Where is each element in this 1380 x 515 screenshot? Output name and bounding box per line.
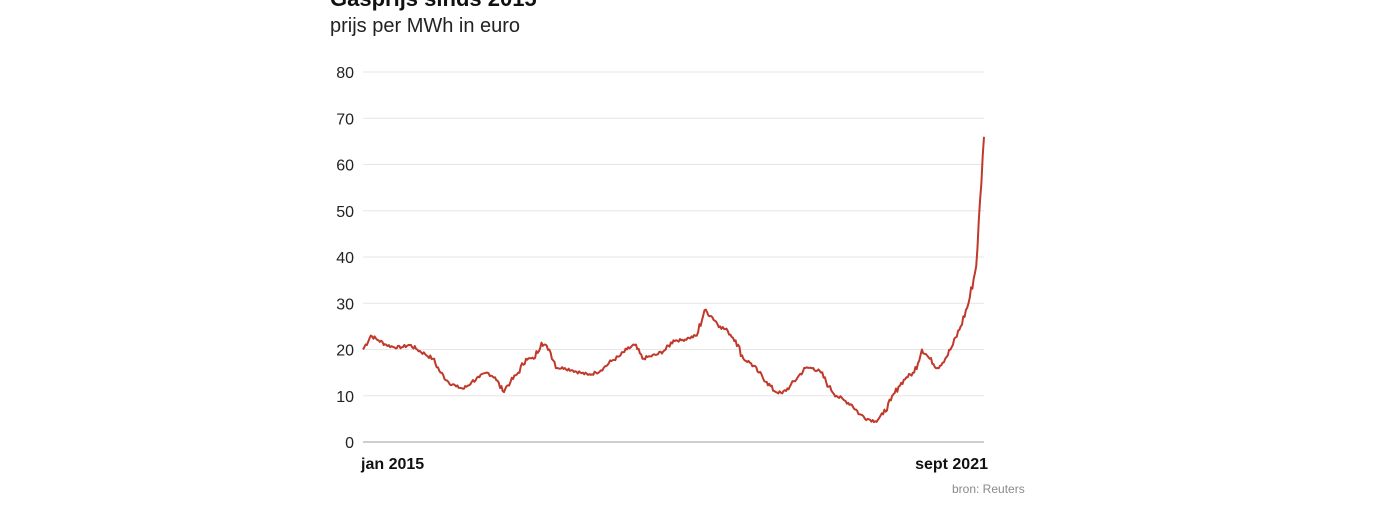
chart-title: Gasprijs sinds 2015 [330, 0, 537, 12]
x-axis-ticks: jan 2015 sept 2021 [360, 456, 988, 473]
source-note: bron: Reuters [952, 482, 1025, 496]
x-tick-label: jan 2015 [360, 456, 424, 473]
y-tick-label: 60 [336, 158, 354, 175]
y-tick-label: 40 [336, 250, 354, 267]
chart-subtitle: prijs per MWh in euro [330, 15, 521, 37]
gridlines [363, 71, 984, 397]
x-tick-label: sept 2021 [915, 456, 988, 473]
y-axis-ticks: 0 10 20 30 40 50 60 70 80 [336, 65, 354, 452]
y-tick-label: 10 [336, 389, 354, 406]
y-tick-label: 80 [336, 65, 354, 82]
y-tick-label: 20 [336, 343, 354, 360]
y-tick-label: 50 [336, 204, 354, 221]
series-line [362, 136, 985, 424]
y-tick-label: 0 [345, 435, 354, 452]
y-tick-label: 70 [336, 111, 354, 128]
y-tick-label: 30 [336, 296, 354, 313]
